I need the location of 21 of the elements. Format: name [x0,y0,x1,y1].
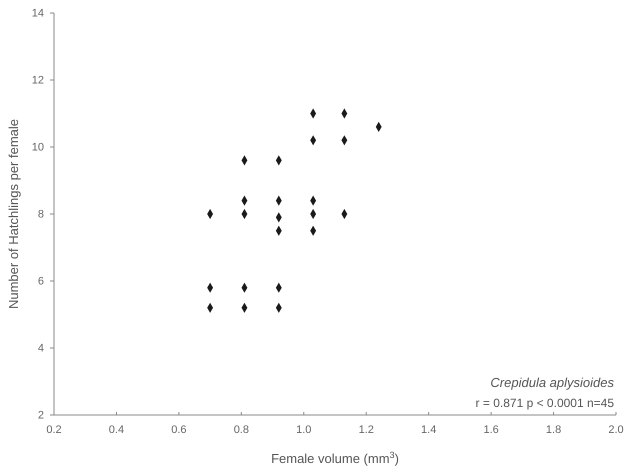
y-tick-label: 2 [38,410,44,422]
y-tick-label: 8 [38,208,44,221]
y-tick-label: 12 [32,74,44,87]
x-tick-label: 1.0 [296,424,312,436]
x-tick-label: 0.4 [108,424,124,436]
x-tick-label: 1.8 [546,424,562,436]
x-tick-label: 0.6 [171,424,187,436]
y-tick-label: 14 [32,8,44,20]
x-tick-label: 1.2 [358,424,374,436]
y-tick-label: 10 [32,142,44,154]
annotation: Crepidula aplysioides [490,375,614,390]
x-axis-title: Female volume (mm$^{3}$) [271,450,399,466]
x-tick-label: 0.8 [234,424,249,436]
x-tick-label: 1.4 [421,424,436,436]
annotation: r = 0.871 p < 0.0001 n=45 [476,396,614,410]
y-tick-label: 4 [38,342,44,355]
x-tick-label: 1.6 [483,424,499,436]
x-tick-label: 2.0 [608,424,624,436]
y-axis-title: Number of Hatchlings per female [6,118,21,310]
x-tick-label: 0.2 [46,424,62,436]
y-tick-label: 6 [38,276,44,288]
